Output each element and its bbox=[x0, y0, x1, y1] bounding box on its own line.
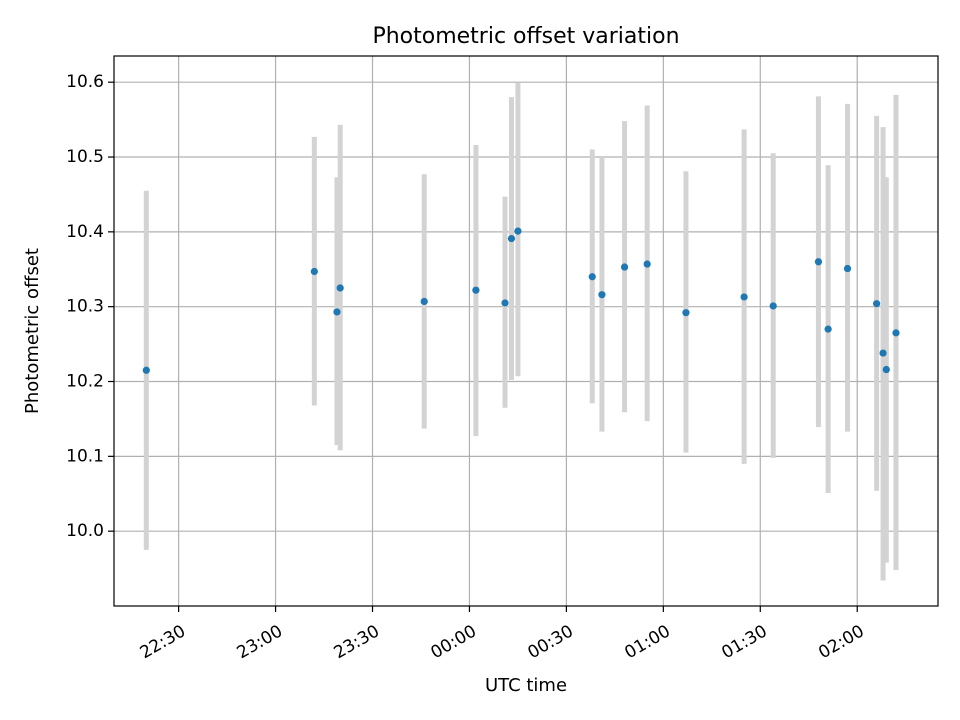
data-point bbox=[843, 264, 852, 273]
y-axis-ticks: 10.0 10.1 10.2 10.3 10.4 10.5 10.6 bbox=[66, 72, 114, 541]
x-tick-label: 01:30 bbox=[718, 621, 770, 663]
data-point bbox=[873, 300, 881, 308]
data-point bbox=[501, 299, 509, 307]
data-point bbox=[333, 308, 341, 316]
data-points bbox=[142, 227, 900, 374]
x-axis-label: UTC time bbox=[485, 675, 567, 696]
grid-lines bbox=[114, 56, 938, 606]
x-tick-label: 00:00 bbox=[428, 621, 480, 663]
data-point bbox=[588, 273, 596, 281]
data-point bbox=[598, 291, 606, 299]
x-tick-label: 01:00 bbox=[621, 621, 673, 663]
data-point bbox=[336, 284, 344, 292]
x-tick-label: 23:00 bbox=[234, 621, 286, 663]
y-tick-label: 10.4 bbox=[66, 222, 104, 242]
data-point bbox=[643, 260, 651, 268]
data-point bbox=[142, 366, 150, 374]
plot-frame bbox=[113, 55, 939, 607]
data-point bbox=[892, 329, 900, 337]
x-tick-label: 22:30 bbox=[137, 621, 189, 663]
x-tick-label: 23:30 bbox=[331, 621, 383, 663]
y-tick-label: 10.6 bbox=[66, 72, 104, 92]
y-tick-label: 10.0 bbox=[66, 521, 104, 541]
x-tick-label: 00:30 bbox=[524, 621, 576, 663]
data-point bbox=[420, 297, 428, 306]
data-point bbox=[472, 286, 480, 294]
y-tick-label: 10.2 bbox=[66, 372, 104, 392]
data-point bbox=[814, 258, 823, 266]
data-point bbox=[507, 234, 516, 243]
data-point bbox=[310, 267, 318, 276]
data-point bbox=[620, 263, 629, 271]
x-tick-label: 02:00 bbox=[815, 621, 867, 663]
y-axis-label: Photometric offset bbox=[22, 248, 43, 414]
y-tick-label: 10.1 bbox=[66, 446, 104, 466]
data-point bbox=[882, 365, 890, 374]
y-tick-label: 10.3 bbox=[66, 297, 104, 317]
x-axis-ticks: 22:30 23:00 23:30 00:00 00:30 01:00 01:30 02:00 bbox=[137, 606, 868, 663]
y-tick-label: 10.5 bbox=[66, 147, 104, 167]
data-point bbox=[769, 302, 777, 310]
chart-title: Photometric offset variation bbox=[372, 24, 679, 49]
data-point bbox=[740, 293, 748, 301]
data-point bbox=[879, 349, 887, 357]
data-point bbox=[824, 325, 832, 333]
data-point bbox=[682, 309, 690, 317]
data-point bbox=[514, 227, 522, 235]
